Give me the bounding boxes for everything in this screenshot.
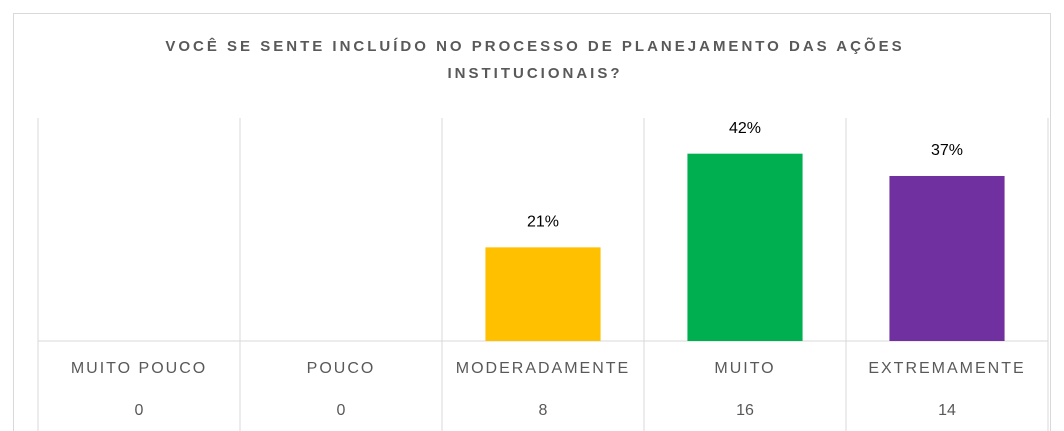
data-label: 0% xyxy=(127,307,150,324)
table-count: 0 xyxy=(135,402,144,419)
x-tick-label: EXTREMAMENTE xyxy=(868,360,1025,377)
bar xyxy=(889,175,1005,341)
table-count: 8 xyxy=(539,402,548,419)
table-count: 16 xyxy=(736,402,754,419)
data-label: 37% xyxy=(931,142,963,159)
data-label: 21% xyxy=(527,214,559,231)
x-tick-label: MUITO POUCO xyxy=(71,360,207,377)
x-tick-label: MODERADAMENTE xyxy=(456,360,630,377)
x-tick-label: POUCO xyxy=(307,360,376,377)
table-count: 14 xyxy=(938,402,956,419)
chart-title: VOCÊ SE SENTE INCLUÍDO NO PROCESSO DE PL… xyxy=(165,38,905,82)
bar xyxy=(687,153,803,341)
data-label: 42% xyxy=(729,120,761,137)
bar xyxy=(485,247,601,341)
table-count: 0 xyxy=(337,402,346,419)
chart-border xyxy=(13,13,1051,431)
x-tick-label: MUITO xyxy=(714,360,775,377)
data-label: 0% xyxy=(329,307,352,324)
